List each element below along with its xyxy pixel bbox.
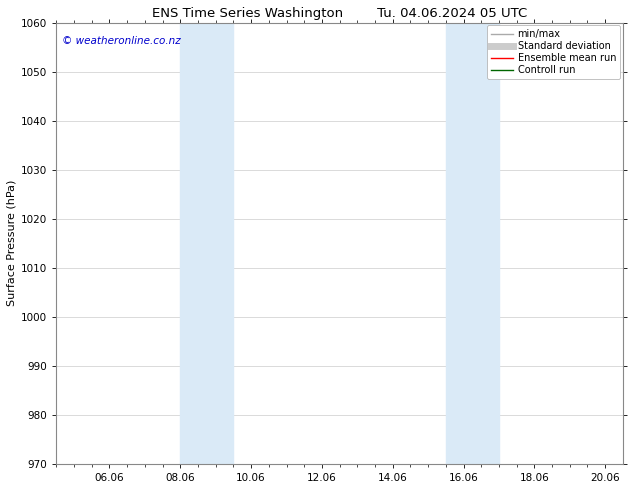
Text: © weatheronline.co.nz: © weatheronline.co.nz bbox=[62, 36, 181, 46]
Bar bbox=[446, 23, 499, 464]
Title: ENS Time Series Washington        Tu. 04.06.2024 05 UTC: ENS Time Series Washington Tu. 04.06.202… bbox=[152, 7, 527, 20]
Legend: min/max, Standard deviation, Ensemble mean run, Controll run: min/max, Standard deviation, Ensemble me… bbox=[488, 25, 620, 79]
Y-axis label: Surface Pressure (hPa): Surface Pressure (hPa) bbox=[7, 180, 17, 306]
Bar bbox=[180, 23, 233, 464]
